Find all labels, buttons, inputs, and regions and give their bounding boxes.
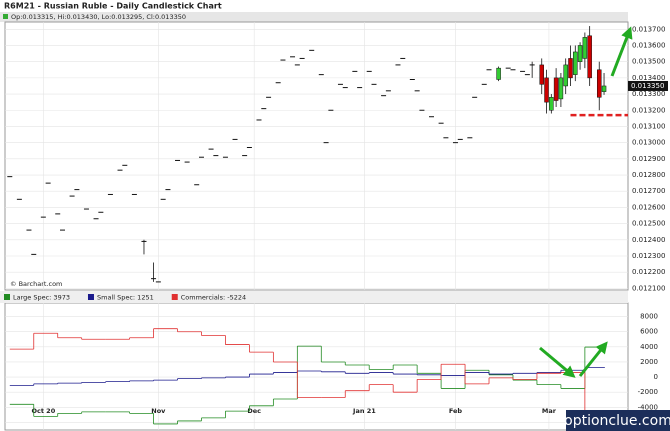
legend-label: Small Spec: 1251 (97, 294, 154, 302)
info-icon (3, 14, 8, 19)
y-tick-label: 0.012500 (632, 220, 665, 228)
candle-body (577, 45, 583, 62)
info-bar (0, 12, 628, 22)
candle-body (563, 64, 568, 87)
legend-label: Commercials: -5224 (181, 294, 246, 302)
y-tick-label: 0.013700 (632, 25, 665, 33)
y-tick-label: 0 (654, 373, 658, 381)
y-tick-label: 0.012600 (632, 203, 665, 211)
y-tick-label: 0.012300 (632, 252, 665, 260)
candle-body (496, 67, 501, 80)
legend-swatch (171, 294, 178, 300)
candle-body (539, 64, 544, 85)
candle-body (573, 51, 578, 75)
y-tick-label: 0.012200 (632, 268, 665, 276)
watermark: optionclue.com (564, 413, 670, 429)
watermark-box (566, 410, 670, 431)
arrow (578, 341, 608, 377)
x-tick-label: Dec (247, 407, 261, 415)
candle-body (553, 77, 559, 101)
y-tick-label: 0.012100 (632, 284, 665, 292)
x-tick-label: Nov (151, 407, 166, 415)
legend-bar (0, 291, 628, 303)
candle-body (601, 85, 607, 92)
candle-body (587, 35, 592, 79)
arrow (610, 26, 633, 77)
price-frame (4, 21, 629, 291)
y-tick-label: 0.012400 (632, 236, 665, 244)
candle-body (568, 58, 573, 79)
y-tick-label: 2000 (640, 358, 658, 366)
y-tick-label: 0.012800 (632, 171, 665, 179)
y-tick-label: 6000 (640, 328, 658, 336)
y-tick-label: 0.013000 (632, 139, 665, 147)
last-price-box (628, 80, 668, 91)
source: © Barchart.com (10, 280, 62, 288)
y-tick-label: 0.013400 (632, 74, 665, 82)
candle-body (582, 37, 588, 59)
x-tick-label: Oct 20 (31, 407, 55, 415)
price-plot: 0.012100 0.012200 0.012300 0.012400 0.012500… (5, 22, 668, 292)
x-tick-label: Jan 21 (352, 407, 376, 415)
y-tick-label: 0.013100 (632, 122, 665, 130)
candle-body (549, 97, 554, 111)
y-tick-label: -2000 (638, 388, 658, 396)
legend-swatch (87, 294, 94, 300)
y-tick-label: 0.013200 (632, 106, 665, 114)
last-price-label: 0.013350 (631, 82, 664, 90)
legend-label: Large Spec: 3973 (13, 294, 70, 302)
y-tick-label: 4000 (640, 343, 658, 351)
y-tick-label: 0.012700 (632, 187, 665, 195)
y-tick-label: 0.013600 (632, 41, 665, 49)
arrow (539, 346, 576, 378)
candle-body (558, 77, 564, 100)
y-tick-label: 0.013500 (632, 58, 665, 66)
legend-swatch (4, 294, 10, 300)
y-tick-label: 0.013300 (632, 90, 665, 98)
y-tick-label: 8000 (640, 313, 658, 321)
candle-body (596, 69, 602, 98)
candle-body (544, 77, 549, 103)
y-tick-label: -4000 (638, 403, 658, 411)
y-tick-label: 0.012900 (632, 155, 665, 163)
x-tick-label: Mar (542, 407, 557, 415)
x-tick-label: Feb (449, 407, 463, 415)
chart-title: R6M21 - Russian Ruble - Daily Candlestic… (4, 2, 222, 11)
ohlc-info: Op:0.013315, Hi:0.013430, Lo:0.013295, C… (11, 13, 186, 21)
